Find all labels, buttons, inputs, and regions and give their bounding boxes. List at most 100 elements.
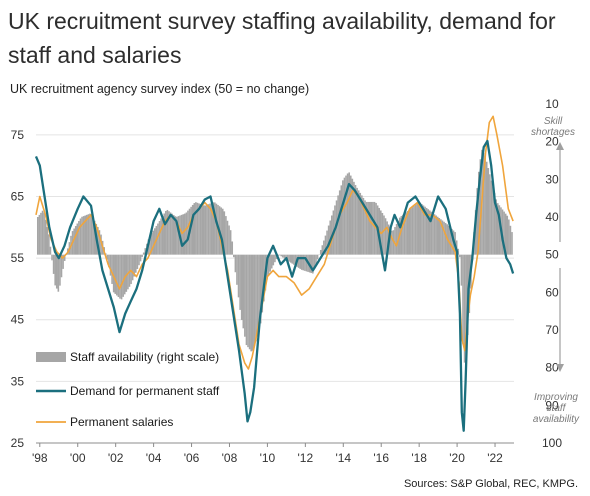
availability-bar	[282, 254, 284, 258]
availability-bar	[503, 211, 505, 255]
availability-bar	[384, 218, 387, 255]
availability-bar	[342, 180, 344, 255]
availability-bar	[120, 254, 123, 300]
availability-bar	[109, 254, 112, 276]
availability-bar	[226, 220, 229, 255]
note-top-text: shortages	[531, 127, 575, 138]
availability-bar	[278, 254, 281, 256]
availability-bar	[119, 254, 121, 299]
availability-bar	[291, 254, 294, 264]
availability-bar	[193, 203, 196, 255]
availability-bar	[231, 241, 234, 255]
availability-bar	[280, 254, 283, 257]
y2-tick-label: 80	[545, 361, 559, 375]
legend-label-availability: Staff availability (right scale)	[70, 350, 219, 364]
availability-bar	[362, 197, 365, 255]
availability-bar	[125, 254, 128, 292]
right-y-axis: 10 20 30 40 50 60 70 80 90 100	[542, 97, 562, 450]
availability-bar	[433, 214, 436, 255]
chart-title: UK recruitment survey staffing availabil…	[8, 8, 556, 68]
availability-bar	[323, 240, 325, 255]
availability-bar	[131, 254, 134, 281]
availability-bar	[106, 254, 109, 260]
legend-swatch-availability	[36, 352, 66, 362]
availability-bar	[361, 195, 363, 255]
x-tick-label: '00	[70, 451, 86, 465]
y2-tick-label: 50	[545, 248, 559, 262]
availability-bar	[139, 254, 142, 262]
arrow-up-icon	[556, 142, 564, 150]
availability-bar	[381, 212, 384, 255]
left-y-axis: 25 35 45 55 65 75	[11, 128, 25, 450]
availability-bar	[84, 215, 87, 255]
y-tick-label: 65	[11, 189, 25, 203]
x-tick-label: '04	[146, 451, 162, 465]
source-note: Sources: S&P Global, REC, KMPG.	[403, 478, 578, 490]
availability-bar	[286, 254, 289, 261]
availability-bar	[269, 254, 271, 272]
availability-bar	[55, 254, 58, 289]
availability-bar	[300, 254, 303, 270]
availability-bar	[289, 254, 292, 263]
availability-bar	[478, 171, 480, 255]
availability-bar	[161, 215, 164, 255]
availability-bar	[432, 212, 434, 255]
availability-bar	[316, 254, 319, 260]
availability-bar	[272, 254, 275, 266]
arrow-down-icon	[556, 364, 564, 372]
availability-bar	[242, 254, 245, 329]
availability-bar	[60, 254, 63, 278]
availability-bar	[386, 221, 388, 255]
availability-bar	[462, 254, 464, 345]
availability-bar	[215, 203, 218, 255]
availability-bar	[220, 207, 222, 255]
note-bottom-text: availability	[533, 414, 580, 425]
availability-bar	[422, 205, 425, 255]
availability-bar	[504, 213, 507, 255]
availability-bar	[141, 254, 143, 257]
availability-bar	[340, 185, 343, 255]
availability-bar	[158, 221, 161, 255]
availability-bar	[87, 214, 90, 255]
availability-bar	[460, 254, 463, 286]
availability-bar	[261, 254, 264, 313]
availability-bar	[163, 213, 166, 255]
availability-bar	[202, 205, 205, 255]
x-tick-label: '98	[32, 451, 48, 465]
availability-bar	[191, 204, 194, 255]
x-tick-label: '14	[335, 451, 351, 465]
availability-bar	[411, 207, 414, 255]
availability-bar	[82, 216, 85, 255]
availability-bar	[136, 254, 139, 269]
availability-bar	[346, 173, 349, 255]
legend-label-demand: Demand for permanent staff	[70, 384, 220, 398]
availability-bar	[212, 202, 215, 255]
demand-line	[34, 139, 515, 432]
availability-bar	[54, 254, 56, 286]
availability-bar	[400, 215, 403, 255]
availability-bar	[245, 254, 248, 346]
availability-bar	[493, 193, 496, 255]
availability-bar	[416, 203, 418, 255]
availability-bar	[51, 254, 53, 261]
availability-bar	[57, 254, 60, 292]
availability-bar	[259, 254, 262, 324]
availability-bar	[165, 210, 167, 255]
availability-bar	[41, 210, 44, 255]
availability-bar	[389, 227, 392, 255]
availability-bar	[92, 217, 94, 255]
x-axis: '98 '00 '02 '04 '06 '08 '10 '12 '14 '16 '18 '20 '22	[32, 443, 503, 465]
availability-bar	[463, 254, 466, 363]
availability-bar	[195, 202, 197, 255]
x-tick-label: '22	[487, 451, 503, 465]
availability-bar	[337, 195, 339, 255]
availability-bar	[506, 215, 509, 255]
x-tick-label: '12	[298, 451, 314, 465]
availability-bar	[237, 254, 240, 298]
availability-bar	[93, 220, 96, 255]
availability-bar	[313, 254, 316, 269]
availability-bar	[251, 254, 254, 351]
availability-bar	[78, 221, 80, 255]
availability-bar	[297, 254, 300, 268]
